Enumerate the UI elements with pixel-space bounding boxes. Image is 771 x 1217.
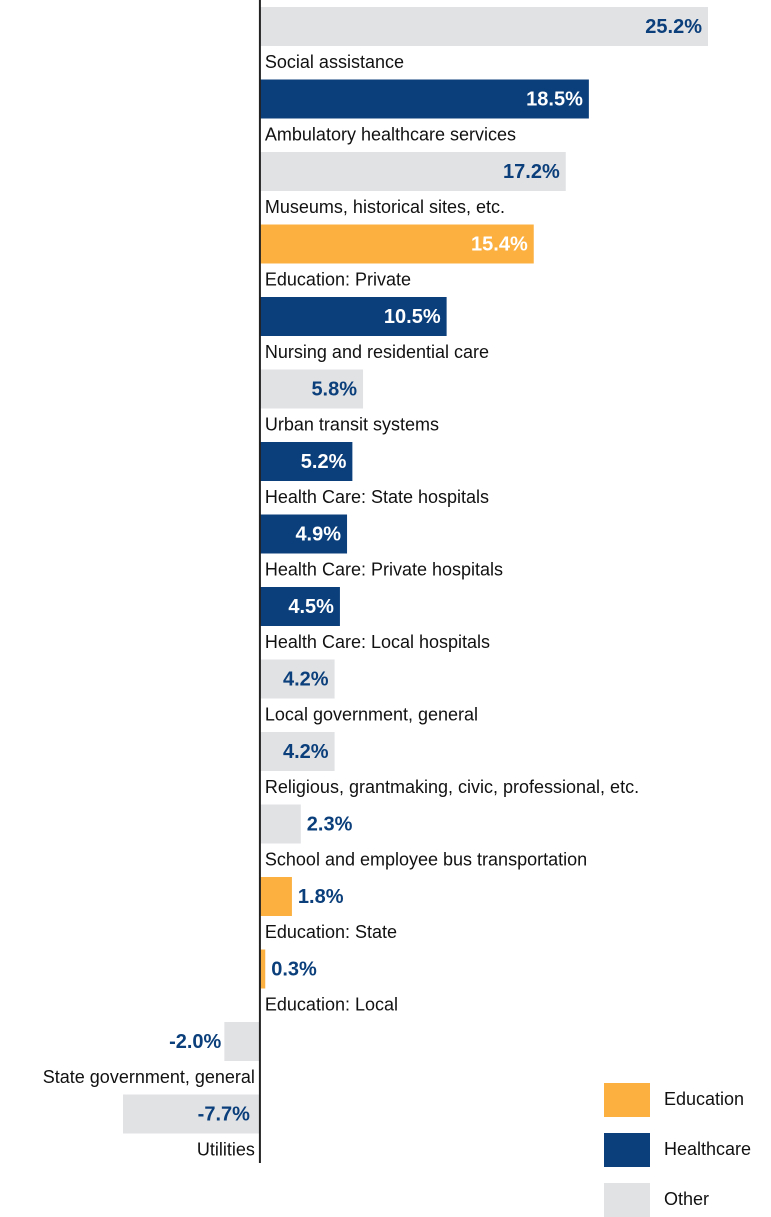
- legend-label: Healthcare: [664, 1139, 751, 1159]
- category-label: Local government, general: [265, 704, 478, 724]
- category-label: Health Care: Private hospitals: [265, 559, 503, 579]
- value-label: 4.9%: [295, 523, 341, 545]
- bar: [259, 152, 566, 191]
- category-label: Health Care: Local hospitals: [265, 632, 490, 652]
- bar: [259, 224, 534, 264]
- category-label: Religious, grantmaking, civic, professio…: [265, 777, 639, 797]
- value-label: 17.2%: [503, 161, 560, 183]
- value-label: 5.2%: [301, 451, 347, 473]
- category-label: State government, general: [43, 1067, 255, 1087]
- bar: [224, 1022, 260, 1061]
- value-label: 4.2%: [283, 668, 329, 690]
- bar: [259, 949, 266, 989]
- value-label: 25.2%: [645, 16, 702, 38]
- bar: [259, 732, 335, 771]
- value-label: -2.0%: [169, 1031, 221, 1053]
- value-label: 18.5%: [526, 88, 583, 110]
- category-label: Urban transit systems: [265, 414, 439, 434]
- category-label: Ambulatory healthcare services: [265, 124, 516, 144]
- bar: [259, 514, 348, 554]
- category-label: Nursing and residential care: [265, 342, 489, 362]
- bar: [259, 587, 340, 626]
- bar: [259, 369, 364, 409]
- legend-swatch: [604, 1083, 650, 1117]
- value-label: 1.8%: [298, 886, 344, 908]
- legend-label: Other: [664, 1189, 709, 1209]
- value-label: 4.2%: [283, 741, 329, 763]
- value-label: 4.5%: [288, 596, 334, 618]
- category-label: Museums, historical sites, etc.: [265, 197, 505, 217]
- category-label: Education: Private: [265, 269, 411, 289]
- bar: [123, 1094, 260, 1134]
- category-label: Education: State: [265, 922, 397, 942]
- value-label: 0.3%: [271, 958, 317, 980]
- value-label: -7.7%: [198, 1103, 250, 1125]
- category-label: Health Care: State hospitals: [265, 487, 489, 507]
- value-label: 5.8%: [311, 378, 357, 400]
- bar: [259, 877, 292, 916]
- bar: [259, 659, 335, 699]
- bar: [259, 442, 353, 481]
- category-label: School and employee bus transportation: [265, 849, 587, 869]
- category-label: Utilities: [197, 1139, 255, 1159]
- value-label: 2.3%: [307, 813, 353, 835]
- value-label: 10.5%: [384, 306, 441, 328]
- legend-swatch: [604, 1133, 650, 1167]
- category-label: Education: Local: [265, 994, 398, 1014]
- value-label: 15.4%: [471, 233, 528, 255]
- bar: [259, 297, 447, 336]
- bar: [259, 804, 301, 844]
- bar: [259, 79, 589, 119]
- bar: [259, 7, 708, 46]
- category-label: Social assistance: [265, 52, 404, 72]
- legend-swatch: [604, 1183, 650, 1217]
- legend-label: Education: [664, 1089, 744, 1109]
